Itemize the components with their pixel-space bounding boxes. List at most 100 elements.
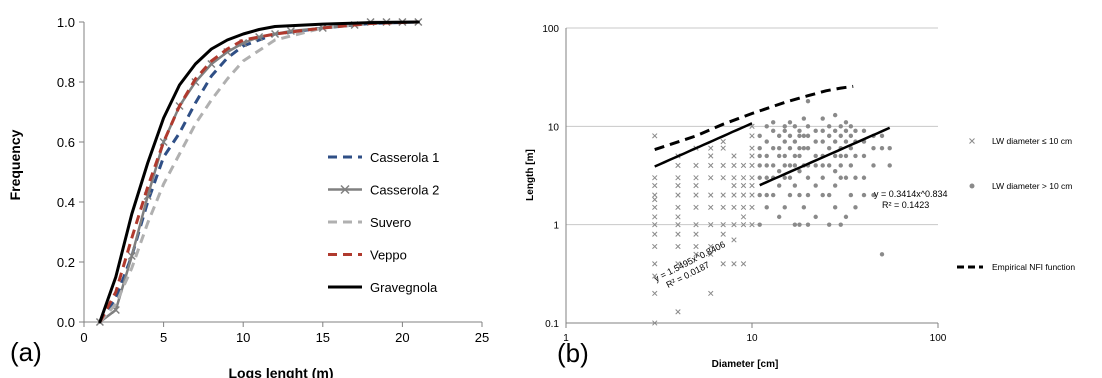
data-point-lw-large bbox=[801, 133, 807, 139]
data-point-lw-large bbox=[805, 192, 811, 198]
nfi-function-line bbox=[654, 84, 854, 152]
data-point-lw-large bbox=[838, 222, 843, 227]
panel-b-x-tick-label: 100 bbox=[930, 333, 947, 344]
data-point-lw-small bbox=[740, 192, 747, 198]
data-point-lw-small bbox=[652, 175, 658, 181]
data-point-lw-large bbox=[805, 99, 811, 104]
data-point-lw-large bbox=[826, 192, 832, 198]
panel-a-y-tick-label: 0.4 bbox=[57, 195, 75, 210]
data-point-lw-small bbox=[652, 196, 658, 203]
data-point-lw-small bbox=[708, 290, 714, 297]
data-point-casserola-2 bbox=[127, 251, 136, 261]
data-point-lw-large bbox=[787, 145, 793, 151]
data-point-lw-large bbox=[805, 124, 811, 129]
data-point-lw-small bbox=[693, 251, 699, 257]
data-point-lw-large bbox=[805, 145, 811, 151]
data-point-lw-large bbox=[848, 163, 854, 168]
data-point-lw-small bbox=[720, 138, 726, 145]
data-point-casserola-2 bbox=[207, 59, 216, 69]
data-point-lw-small bbox=[652, 273, 658, 279]
data-point-lw-large bbox=[832, 168, 838, 174]
data-point-lw-small bbox=[720, 145, 726, 151]
data-point-lw-small bbox=[652, 261, 658, 267]
data-point-lw-large bbox=[832, 153, 838, 159]
data-point-lw-large bbox=[764, 139, 769, 144]
data-point-lw-small bbox=[675, 192, 681, 198]
data-point-lw-large bbox=[848, 133, 854, 139]
data-point-lw-small bbox=[675, 261, 681, 267]
data-point-lw-small bbox=[708, 145, 714, 151]
data-point-lw-small bbox=[720, 222, 726, 228]
data-point-lw-large bbox=[782, 153, 787, 159]
panel-a-x-tick-label: 5 bbox=[160, 330, 167, 345]
data-point-lw-large bbox=[843, 128, 849, 134]
data-point-lw-large bbox=[801, 116, 807, 121]
data-point-lw-large bbox=[805, 175, 811, 180]
data-point-lw-small bbox=[708, 175, 714, 181]
data-point-lw-small bbox=[720, 175, 726, 181]
trendline-2-r2: R² = 0.1423 bbox=[882, 200, 929, 210]
data-point-lw-large bbox=[770, 192, 776, 198]
data-point-lw-large bbox=[853, 175, 858, 180]
data-point-lw-small bbox=[675, 162, 681, 169]
data-point-lw-small bbox=[693, 192, 699, 198]
data-point-lw-large bbox=[848, 124, 854, 129]
data-point-lw-large bbox=[879, 133, 885, 139]
panel-a-y-tick-label: 0.2 bbox=[57, 255, 75, 270]
data-point-lw-large bbox=[813, 128, 818, 134]
panel-a-y-tick-label: 0.8 bbox=[57, 75, 75, 90]
data-point-lw-large bbox=[782, 163, 787, 168]
legend-label-casserola-2: Casserola 2 bbox=[370, 183, 439, 198]
data-point-lw-large bbox=[764, 175, 769, 180]
data-point-lw-small bbox=[675, 222, 681, 228]
data-point-lw-small bbox=[740, 162, 747, 169]
legend-label-casserola-1: Casserola 1 bbox=[370, 150, 439, 165]
data-point-lw-small bbox=[720, 192, 726, 198]
data-point-lw-large bbox=[776, 133, 782, 139]
data-point-lw-large bbox=[832, 112, 838, 118]
data-point-lw-large bbox=[797, 222, 802, 227]
data-point-lw-large bbox=[813, 163, 818, 168]
data-point-lw-large bbox=[776, 145, 782, 151]
data-point-lw-small bbox=[652, 182, 658, 189]
panel-a-x-tick-label: 15 bbox=[316, 330, 330, 345]
data-point-lw-small bbox=[652, 192, 658, 198]
data-point-lw-small bbox=[720, 261, 726, 267]
panel-a-label: (a) bbox=[10, 337, 42, 367]
data-point-lw-large bbox=[832, 183, 838, 188]
data-point-lw-large bbox=[887, 163, 892, 168]
data-point-lw-small bbox=[708, 153, 714, 159]
data-point-lw-large bbox=[792, 222, 798, 227]
data-point-lw-small bbox=[652, 222, 658, 228]
trendline-2-equation: y = 0.3414x^0.834 bbox=[874, 189, 948, 199]
data-point-lw-small bbox=[693, 231, 699, 237]
panel-b-x-tick-label: 1 bbox=[563, 333, 569, 344]
data-point-lw-large bbox=[813, 214, 818, 220]
data-point-lw-large bbox=[787, 120, 793, 125]
data-point-lw-large bbox=[826, 145, 832, 151]
series-line-veppo bbox=[98, 20, 419, 323]
data-point-lw-large bbox=[792, 163, 798, 168]
data-point-lw-large bbox=[776, 168, 782, 174]
legend-label-empirical-nfi-function: Empirical NFI function bbox=[992, 262, 1075, 272]
data-point-lw-small bbox=[708, 251, 714, 257]
data-point-lw-large bbox=[848, 192, 854, 198]
data-point-lw-small bbox=[652, 204, 658, 211]
data-point-lw-large bbox=[770, 128, 776, 134]
data-point-lw-small bbox=[731, 261, 737, 267]
data-point-lw-large bbox=[770, 120, 776, 125]
panel-b-y-axis-label: Length [m] bbox=[525, 149, 536, 201]
data-point-lw-large bbox=[787, 192, 793, 198]
data-point-lw-small bbox=[749, 153, 755, 159]
data-point-lw-large bbox=[782, 139, 787, 144]
data-point-lw-large bbox=[801, 205, 807, 210]
data-point-lw-large bbox=[797, 192, 802, 198]
data-point-lw-small bbox=[731, 162, 737, 169]
data-point-lw-large bbox=[838, 133, 843, 139]
data-point-lw-large bbox=[843, 120, 849, 125]
data-point-lw-large bbox=[861, 175, 867, 180]
